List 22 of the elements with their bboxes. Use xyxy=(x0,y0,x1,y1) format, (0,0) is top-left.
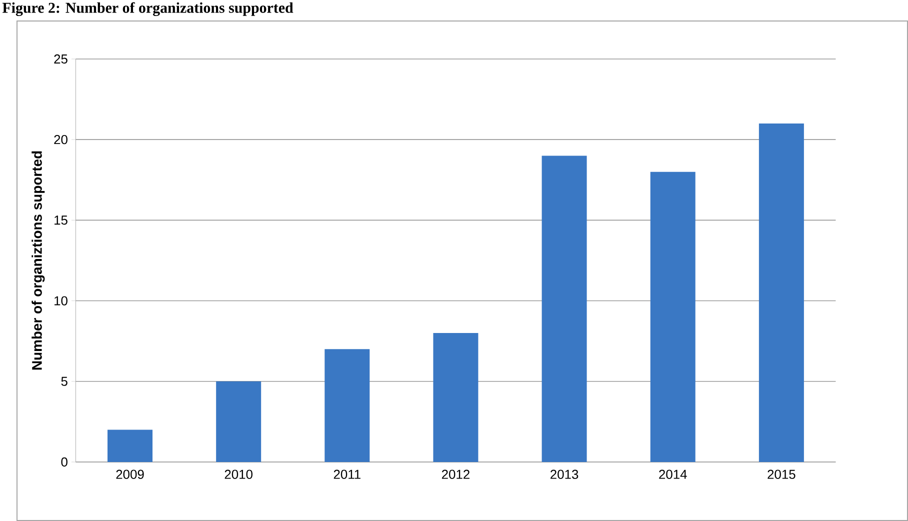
bar xyxy=(433,333,478,462)
bar xyxy=(542,156,587,462)
bar xyxy=(216,381,262,462)
x-tick-label: 2014 xyxy=(659,470,687,479)
y-axis-title: Number of organiztions suported xyxy=(32,151,45,370)
x-tick-label: 2010 xyxy=(224,470,252,479)
y-tick-label: 25 xyxy=(54,54,68,64)
x-tick-label: 2012 xyxy=(442,470,470,479)
x-tick-label: 2015 xyxy=(768,470,796,479)
bar xyxy=(650,172,696,462)
chart-title: Figure 2: Number of organizations supported xyxy=(2,2,294,16)
x-tick-label: 2009 xyxy=(116,470,144,479)
y-tick-label: 15 xyxy=(54,216,68,225)
x-tick-label: 2011 xyxy=(334,470,360,479)
y-tick-label: 10 xyxy=(54,296,68,306)
bar xyxy=(324,349,370,462)
y-tick-label: 0 xyxy=(61,457,68,467)
y-tick-label: 5 xyxy=(61,376,68,386)
x-tick-label: 2013 xyxy=(550,470,578,479)
bar xyxy=(758,123,804,462)
bar xyxy=(108,430,153,462)
y-tick-label: 20 xyxy=(54,134,68,144)
